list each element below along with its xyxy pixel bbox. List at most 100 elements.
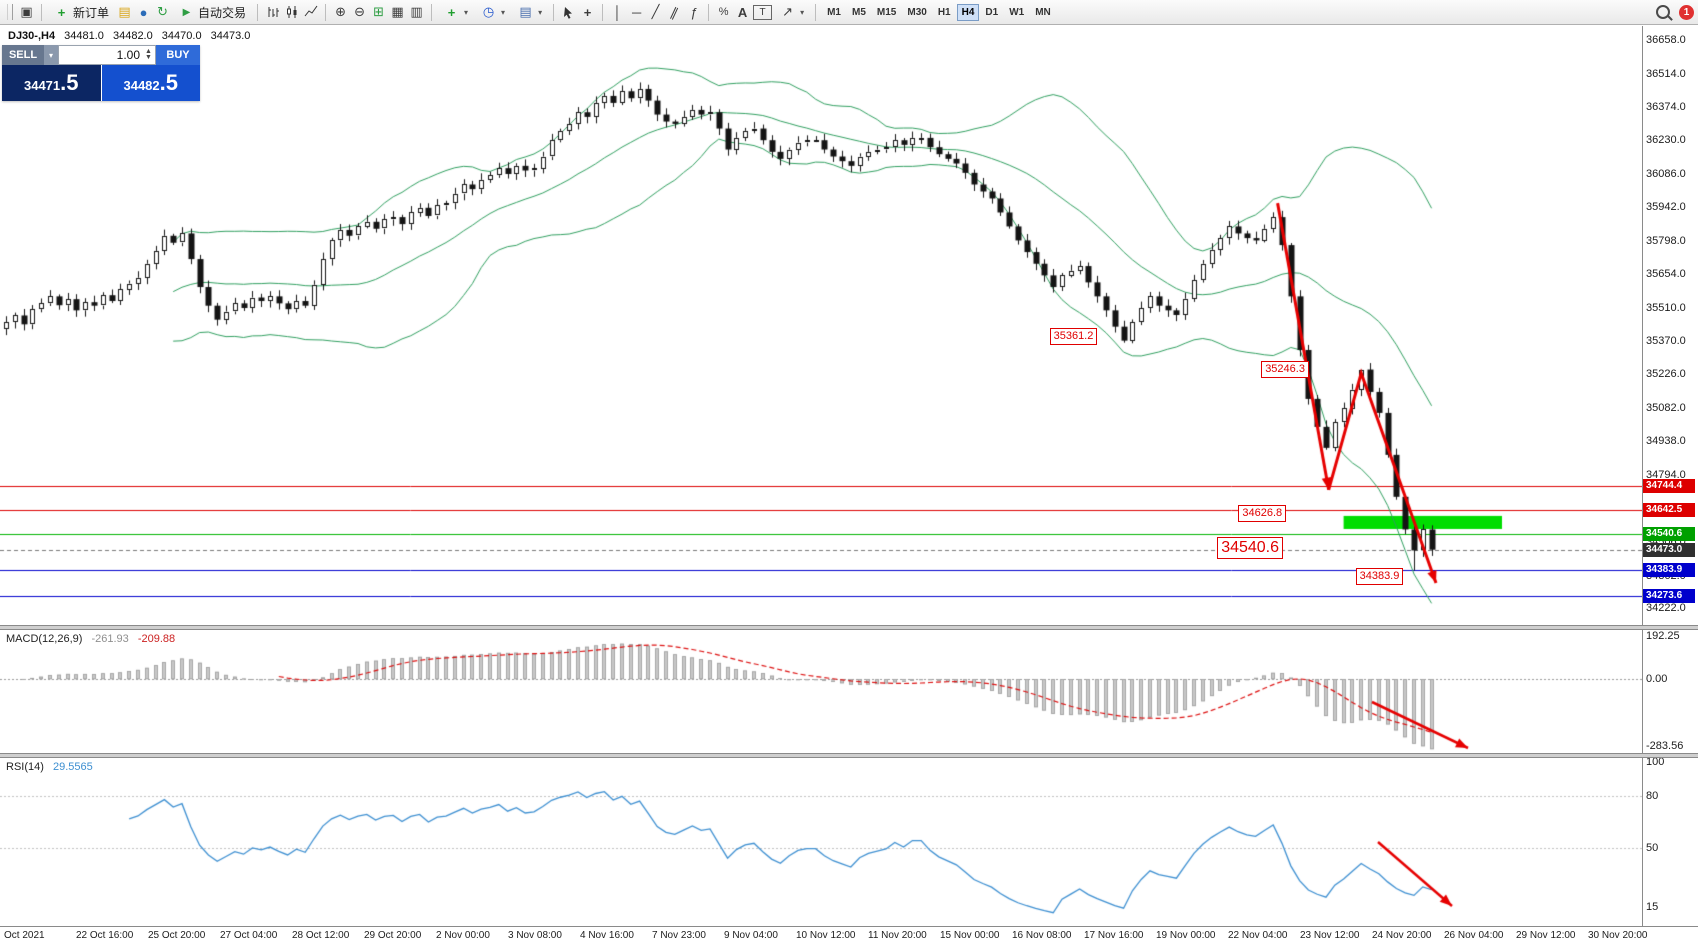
time-label: 17 Nov 16:00	[1084, 930, 1144, 941]
trendline-tool-icon[interactable]: ╱	[651, 4, 660, 19]
chart-ohlc-header: DJ30-,H4 34481.0 34482.0 34470.0 34473.0	[8, 30, 256, 42]
macd-signal-value: -209.88	[137, 633, 176, 645]
text-label-tool-icon[interactable]: T	[753, 4, 773, 20]
timeframe-button-m15[interactable]: M15	[876, 6, 897, 18]
toolbar-separator	[431, 3, 433, 21]
rsi-scale-80: 80	[1646, 790, 1659, 803]
timeframe-button-mn[interactable]: MN	[1035, 6, 1051, 18]
toolbar-separator	[553, 3, 555, 21]
templates-button[interactable]: ▤ ▾	[512, 2, 547, 23]
periods-button[interactable]: ◷ ▾	[475, 2, 510, 23]
price-tag-34642.5[interactable]: 34642.5	[1643, 503, 1695, 518]
tile-windows-icon[interactable]: ⊞	[373, 4, 384, 19]
sell-button[interactable]: SELL	[2, 45, 44, 65]
arrows-tool-button[interactable]: ↗ ▾	[774, 2, 809, 23]
price-callout-35246.3[interactable]: 35246.3	[1261, 360, 1309, 378]
timeframe-button-m1[interactable]: M1	[827, 6, 841, 18]
indicator-window-icon[interactable]: ▦	[391, 4, 404, 19]
price-tag-34540.6[interactable]: 34540.6	[1643, 526, 1695, 541]
plus-icon: +	[57, 4, 66, 20]
notification-badge[interactable]: 1	[1679, 4, 1694, 20]
new-order-label: 新订单	[73, 5, 110, 20]
crosshair-icon[interactable]: +	[583, 4, 592, 20]
timeframe-button-h4[interactable]: H4	[956, 3, 980, 21]
time-label: 29 Nov 12:00	[1516, 930, 1576, 941]
chevron-down-icon: ▾	[464, 7, 469, 17]
macd-scale-zero: 0.00	[1646, 673, 1668, 686]
time-label: 27 Oct 04:00	[220, 930, 278, 941]
timeframe-button-d1[interactable]: D1	[985, 6, 999, 18]
macd-main-value: -261.93	[91, 633, 129, 645]
sell-price-display[interactable]: 34471.5	[2, 65, 101, 101]
profile-icon[interactable]: ●	[139, 4, 148, 20]
arrange-windows-icon[interactable]: ▥	[410, 4, 423, 19]
cursor-icon[interactable]	[560, 3, 577, 22]
line-chart-icon[interactable]	[302, 3, 319, 22]
rsi-scale-15: 15	[1646, 901, 1659, 914]
panel-separator-rsi[interactable]	[0, 753, 1698, 758]
zoom-in-icon[interactable]: ⊕	[335, 4, 346, 19]
time-label: 25 Oct 20:00	[148, 930, 206, 941]
new-chart-window-icon[interactable]: ▣	[20, 4, 33, 19]
price-tag-34273.6[interactable]: 34273.6	[1643, 589, 1695, 604]
chevron-down-icon: ▾	[501, 7, 506, 17]
time-axis[interactable]: Oct 2021 22 Oct 16:00 25 Oct 20:00 27 Oct 0…	[0, 926, 1698, 947]
macd-scale-top: 192.25	[1646, 629, 1680, 642]
new-order-button[interactable]: + 新订单	[48, 2, 114, 23]
zoom-out-icon[interactable]: ⊖	[354, 4, 365, 19]
add-indicator-button[interactable]: + ▾	[438, 2, 473, 23]
price-callout-34540.6[interactable]: 34540.6	[1217, 537, 1284, 560]
price-tick: 35510.0	[1646, 302, 1686, 315]
volume-stepper[interactable]: ▲ ▼	[145, 48, 152, 61]
vertical-line-tool-icon[interactable]: │	[613, 4, 622, 20]
buy-button[interactable]: BUY	[156, 45, 200, 65]
price-tag-34383.9[interactable]: 34383.9	[1643, 563, 1695, 578]
buy-price-main: 34482	[123, 78, 160, 93]
main-price-chart[interactable]	[0, 26, 1642, 625]
timeframe-button-m30[interactable]: M30	[907, 6, 927, 18]
percent-tool-icon[interactable]: %	[718, 6, 729, 18]
price-tick: 34222.0	[1646, 602, 1686, 615]
funds-icon[interactable]: ▤	[118, 4, 131, 19]
sell-options-dropdown[interactable]: ▾	[44, 45, 58, 65]
price-tick: 35942.0	[1646, 201, 1686, 214]
horizontal-line-tool-icon[interactable]: ─	[631, 4, 642, 20]
price-callout-34626.8[interactable]: 34626.8	[1238, 504, 1287, 522]
time-label: 11 Nov 20:00	[868, 930, 927, 941]
price-tag-34473.0[interactable]: 34473.0	[1643, 542, 1695, 557]
price-axis[interactable]: 36658.0 36514.0 36374.0 36230.0 36086.0 35942…	[1643, 0, 1698, 926]
price-tick: 36230.0	[1646, 134, 1686, 147]
toolbar-separator	[325, 3, 327, 21]
buy-price-display[interactable]: 34482.5	[101, 65, 200, 101]
one-click-trading-panel: SELL ▾ ▲▼ BUY 34471.5 34482.5	[2, 45, 200, 101]
close-value: 34473.0	[210, 30, 251, 42]
fibonacci-tool-icon[interactable]: ƒ	[689, 4, 698, 20]
timeframe-button-h1[interactable]: H1	[937, 6, 951, 18]
rsi-scale-50: 50	[1646, 841, 1659, 854]
refresh-icon[interactable]: ↻	[157, 4, 168, 19]
text-tool-icon[interactable]: A	[737, 4, 748, 20]
template-icon: ▤	[519, 4, 532, 19]
timeframe-group: M1 M5 M15 M30 H1 H4 D1 W1 MN	[822, 3, 1056, 21]
macd-indicator-chart[interactable]	[0, 630, 1642, 753]
search-icon[interactable]	[1654, 3, 1671, 22]
timeframe-button-w1[interactable]: W1	[1009, 6, 1025, 18]
timeframe-button-m5[interactable]: M5	[852, 6, 866, 18]
main-toolbar: ▣ + 新订单 ▤ ● ↻ ▶ 自动交易 ⊕ ⊖ ⊞ ▦ ▥ + ▾ ◷ ▾ ▤ ▾ …	[0, 0, 1698, 25]
panel-separator-macd[interactable]	[0, 625, 1698, 630]
clock-icon: ◷	[482, 4, 495, 19]
price-tick: 34794.0	[1646, 468, 1686, 481]
price-callout-35361.2[interactable]: 35361.2	[1049, 327, 1098, 345]
time-label: 19 Nov 00:00	[1156, 930, 1216, 941]
bar-chart-icon[interactable]	[264, 3, 281, 22]
autotrading-button[interactable]: ▶ 自动交易	[173, 2, 251, 23]
price-callout-34383.9[interactable]: 34383.9	[1355, 568, 1404, 586]
channel-tool-icon[interactable]: ∥	[668, 3, 681, 20]
volume-input[interactable]	[59, 48, 142, 62]
rsi-indicator-chart[interactable]	[0, 758, 1642, 926]
price-axis-border	[1642, 26, 1643, 926]
price-tick: 35798.0	[1646, 234, 1686, 247]
toolbar-grip	[7, 4, 13, 20]
candlestick-chart-icon[interactable]	[283, 3, 300, 22]
price-tag-34744.4[interactable]: 34744.4	[1643, 479, 1695, 494]
